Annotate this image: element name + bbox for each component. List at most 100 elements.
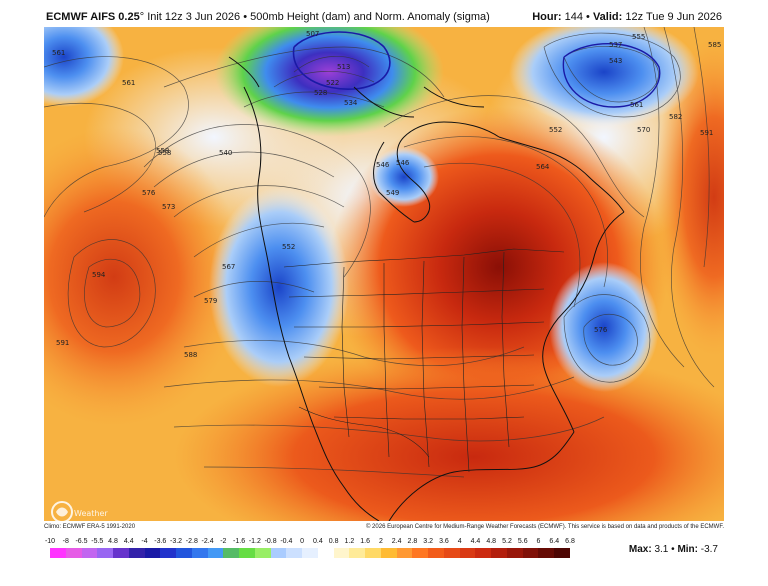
scale-swatch — [65, 548, 82, 558]
scale-label: 1.6 — [360, 538, 371, 545]
contour-label: 534 — [344, 99, 358, 107]
scale-label: 4 — [457, 538, 462, 545]
contour-label: 576 — [142, 189, 156, 197]
scale-swatch — [428, 548, 444, 558]
map-svg: 561 507 540 546 552 558 561 576 573 579 … — [44, 27, 724, 521]
contour-label: 585 — [708, 41, 721, 49]
contour-label: 570 — [637, 126, 650, 134]
scale-swatch — [128, 548, 145, 558]
max-min-readout: Max: 3.1 • Min: -3.7 — [629, 544, 718, 555]
scale-label: 5.2 — [502, 538, 512, 545]
scale-swatch — [380, 548, 397, 558]
scale-swatch — [50, 548, 66, 558]
height-contours — [44, 27, 715, 478]
scale-label: -4 — [141, 538, 148, 545]
scale-swatch — [254, 548, 271, 558]
max-value: 3.1 — [654, 544, 669, 555]
scale-swatch — [81, 548, 98, 558]
contour-label: 594 — [92, 271, 106, 279]
scale-label: -1.6 — [233, 538, 246, 545]
contour-label: 546 — [396, 159, 410, 167]
cool-anomaly-west — [209, 187, 349, 387]
logo-graphic: Weather — [51, 501, 108, 521]
weather-logo: Weather — [50, 495, 112, 521]
scale-swatch — [239, 548, 255, 558]
scale-label: 2.8 — [407, 538, 418, 545]
color-scale-labels: -10 -8 -6.5 -5.5 4.8 4.4 -4 -3.6 -3.2 -2.8 -2.4 -2-… — [45, 538, 575, 548]
contour-label: 591 — [700, 129, 713, 137]
scale-swatch — [97, 548, 113, 558]
contour-label: 561 — [630, 101, 643, 109]
contour-label: 558 — [156, 147, 169, 155]
model-name: ECMWF AIFS 0.25 — [46, 11, 140, 23]
scale-label: -0.4 — [280, 538, 293, 545]
scale-label: 0.4 — [313, 538, 323, 545]
contour-label: 513 — [337, 63, 350, 71]
scale-swatch — [491, 548, 507, 558]
contour-label: 528 — [314, 89, 327, 97]
scale-label: 5.6 — [517, 538, 528, 545]
scale-swatch — [160, 548, 176, 558]
borders — [283, 248, 565, 473]
contour-label: 537 — [609, 41, 622, 49]
atlantic-low-contour — [562, 43, 661, 108]
warm-anomaly-south — [174, 347, 724, 521]
scale-swatch — [475, 548, 491, 558]
scale-label: 2.4 — [391, 538, 402, 545]
scale-label: 6 — [536, 538, 541, 545]
scale-label: -3.2 — [170, 538, 183, 545]
scale-swatch — [176, 548, 192, 558]
scale-label: 2 — [378, 538, 383, 545]
climo-credit: Climo: ECMWF ERA-5 1991-2020 — [44, 524, 136, 530]
scale-swatch — [286, 548, 302, 558]
scale-label: -1.2 — [248, 538, 261, 545]
init-time: Init 12z 3 Jun 2026 — [147, 11, 241, 23]
scale-label: 1.2 — [344, 538, 355, 545]
scale-label: -8 — [62, 538, 69, 545]
contour-label: 573 — [162, 203, 175, 211]
max-label: Max: — [628, 544, 652, 555]
contour-label: 555 — [632, 33, 645, 41]
closed-low-contour — [292, 31, 391, 90]
scale-swatch — [554, 548, 570, 558]
contour-label: 561 — [52, 49, 65, 57]
scale-label: 4.8 — [108, 538, 118, 545]
header-left: ECMWF AIFS 0.25° Init 12z 3 Jun 2026 • 5… — [46, 11, 490, 23]
coastlines — [228, 56, 625, 521]
header-right: Hour: 144 • Valid: 12z Tue 9 Jun 2026 — [532, 11, 722, 23]
contour-label: 522 — [326, 79, 339, 87]
contour-label: 543 — [609, 57, 622, 65]
header-bullet-2: • — [586, 11, 590, 23]
contour-label: 546 — [376, 161, 390, 169]
copyright-credit: © 2026 European Centre for Medium-Range … — [365, 524, 724, 530]
scale-swatch — [443, 548, 460, 558]
credit-row: Climo: ECMWF ERA-5 1991-2020 © 2026 Euro… — [44, 524, 724, 534]
contour-label: 552 — [549, 126, 562, 134]
map-frame: ECMWF AIFS 0.25° Init 12z 3 Jun 2026 • 5… — [40, 0, 728, 586]
map-header: ECMWF AIFS 0.25° Init 12z 3 Jun 2026 • 5… — [46, 8, 722, 26]
color-scale-bar — [50, 548, 570, 558]
valid-time: 12z Tue 9 Jun 2026 — [625, 11, 722, 23]
contour-label: 564 — [536, 163, 550, 171]
scale-label: -2.8 — [185, 538, 198, 545]
min-label: Min: — [677, 544, 698, 555]
scale-swatch — [412, 548, 428, 558]
logo-text: Weather — [74, 509, 108, 518]
scale-label: 3.2 — [423, 538, 434, 545]
header-bullet: • — [243, 11, 248, 23]
scale-swatch — [317, 548, 334, 558]
scale-label: 0 — [300, 538, 305, 545]
maxmin-bullet: • — [671, 544, 675, 555]
scale-label: 3.6 — [439, 538, 449, 545]
degree-symbol: ° — [139, 11, 145, 23]
scale-swatch — [506, 548, 523, 558]
scale-label: -3.6 — [154, 538, 167, 545]
scale-label: 4.4 — [470, 538, 481, 545]
scale-swatch — [365, 548, 381, 558]
scale-label: -2 — [220, 538, 227, 545]
contour-label: 579 — [204, 297, 217, 305]
contour-label: 549 — [386, 189, 399, 197]
scale-swatch — [522, 548, 539, 558]
scale-swatch — [191, 548, 208, 558]
contour-label: 576 — [594, 326, 608, 334]
